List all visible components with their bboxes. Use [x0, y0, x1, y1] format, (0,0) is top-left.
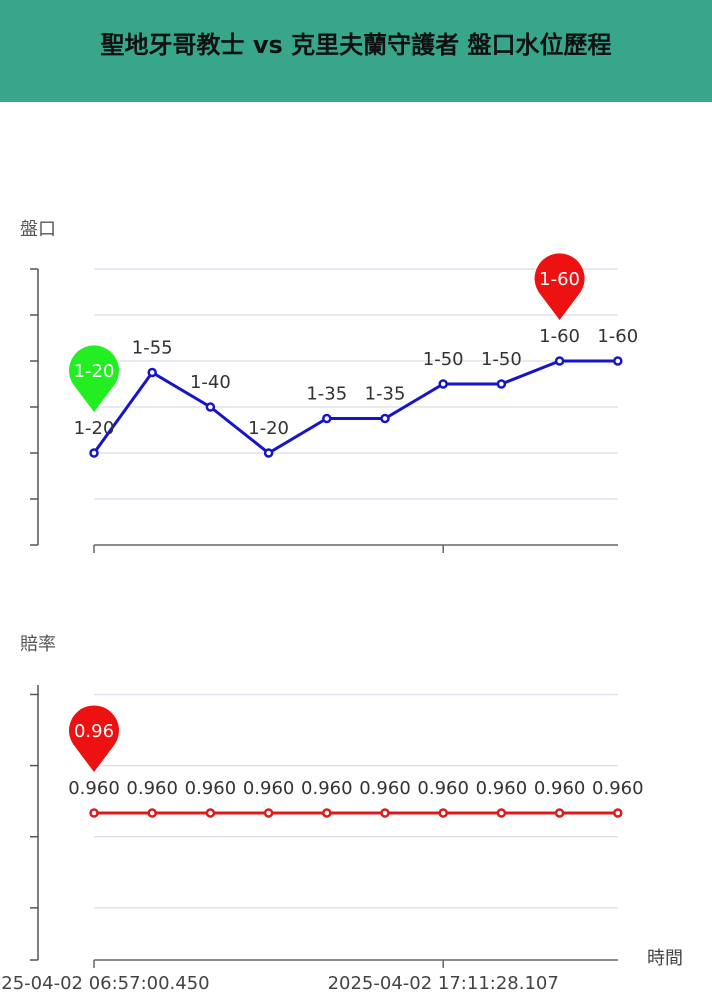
- point: [205, 808, 216, 818]
- point: [322, 413, 332, 424]
- point: [147, 367, 157, 378]
- data-label: 0.960: [243, 778, 295, 799]
- point: [438, 808, 448, 818]
- point: [613, 356, 623, 366]
- point: [496, 808, 507, 818]
- point: [554, 808, 565, 818]
- data-label: 0.960: [417, 778, 469, 799]
- data-label: 1-60: [539, 326, 580, 347]
- marker-pin: [534, 253, 585, 320]
- data-label: 1-35: [365, 384, 406, 405]
- marker-label: 1-20: [74, 361, 115, 382]
- data-label: 1-60: [597, 326, 638, 347]
- marker-pin: [68, 345, 119, 412]
- data-label: 0.960: [592, 778, 644, 799]
- data-label: 0.960: [126, 778, 178, 799]
- header-bar: [0, 0, 712, 102]
- point: [438, 379, 448, 389]
- point: [263, 448, 274, 458]
- y-axis-label: 賠率: [20, 634, 56, 655]
- y-axis-label: 盤口: [20, 219, 56, 240]
- marker-pin: [69, 705, 119, 773]
- x-tick-label: 2025-04-02 17:11:28.107: [328, 973, 559, 994]
- line: [92, 359, 618, 455]
- data-label: 1-20: [248, 418, 289, 439]
- point: [496, 379, 507, 389]
- data-label: 1-40: [190, 372, 231, 393]
- point: [205, 402, 216, 412]
- x-tick-label: 2025-04-02 06:57:00.450: [0, 973, 210, 994]
- data-label: 1-55: [132, 338, 173, 359]
- point: [613, 808, 623, 818]
- data-label: 0.960: [68, 778, 120, 799]
- point: [89, 808, 99, 818]
- data-label: 0.960: [476, 778, 528, 799]
- data-label: 0.960: [301, 778, 353, 799]
- data-label: 1-50: [481, 349, 522, 370]
- page-title: 聖地牙哥教士 vs 克里夫蘭守護者 盤口水位歷程: [101, 31, 612, 59]
- data-label: 1-20: [74, 418, 115, 439]
- data-label: 0.960: [185, 778, 237, 799]
- point: [147, 808, 157, 818]
- x-axis-label: 時間: [647, 948, 683, 969]
- data-label: 0.960: [534, 778, 586, 799]
- marker-label: 1-60: [539, 269, 580, 290]
- point: [380, 413, 390, 424]
- point: [263, 808, 274, 818]
- data-label: 0.960: [359, 778, 411, 799]
- data-label: 1-50: [423, 349, 464, 370]
- point: [322, 808, 332, 818]
- data-label: 1-35: [306, 384, 347, 405]
- point: [554, 356, 565, 366]
- point: [89, 448, 99, 458]
- marker-label: 0.96: [74, 721, 114, 742]
- point: [380, 808, 390, 818]
